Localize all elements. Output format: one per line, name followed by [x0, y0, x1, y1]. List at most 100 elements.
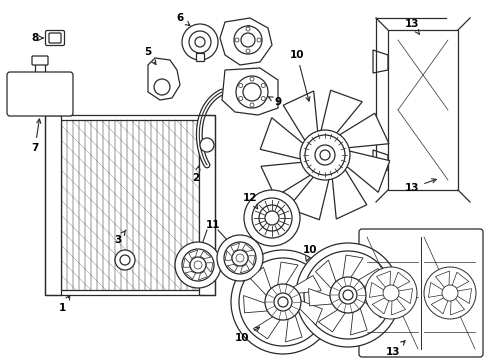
FancyBboxPatch shape [46, 31, 65, 45]
Polygon shape [231, 243, 240, 252]
Polygon shape [373, 150, 388, 173]
Circle shape [365, 267, 417, 319]
Polygon shape [249, 256, 255, 265]
Text: 2: 2 [193, 166, 200, 183]
Text: 7: 7 [31, 119, 41, 153]
Circle shape [236, 76, 268, 108]
Polygon shape [342, 255, 363, 282]
Text: 6: 6 [176, 13, 190, 26]
Polygon shape [277, 262, 298, 289]
Bar [45, 115, 61, 295]
Polygon shape [148, 58, 180, 100]
Circle shape [300, 130, 350, 180]
Polygon shape [455, 289, 471, 303]
Circle shape [265, 211, 279, 225]
FancyBboxPatch shape [359, 229, 483, 357]
Circle shape [252, 198, 292, 238]
Circle shape [154, 79, 170, 95]
Circle shape [217, 235, 263, 281]
Text: 10: 10 [290, 50, 310, 101]
Circle shape [120, 255, 130, 265]
Circle shape [235, 38, 239, 42]
Polygon shape [362, 292, 388, 318]
Polygon shape [335, 113, 389, 148]
Polygon shape [372, 296, 390, 314]
Text: 12: 12 [243, 193, 258, 209]
Circle shape [244, 190, 300, 246]
Circle shape [304, 251, 392, 339]
Text: 5: 5 [145, 47, 156, 64]
Text: 8: 8 [31, 33, 39, 43]
Bar [388, 30, 458, 190]
Circle shape [239, 84, 243, 87]
Text: 10: 10 [235, 327, 260, 343]
Polygon shape [451, 272, 469, 289]
Polygon shape [296, 299, 322, 325]
Bar [35, 63, 45, 75]
Polygon shape [354, 269, 387, 287]
Polygon shape [288, 173, 330, 220]
Bar [196, 53, 204, 61]
Bar [199, 115, 215, 295]
Circle shape [257, 38, 261, 42]
Polygon shape [222, 68, 278, 115]
Circle shape [195, 37, 205, 47]
Polygon shape [332, 165, 367, 219]
Polygon shape [309, 289, 337, 306]
Circle shape [189, 31, 211, 53]
Circle shape [261, 84, 265, 87]
Circle shape [232, 250, 248, 266]
Polygon shape [260, 118, 307, 160]
Circle shape [182, 249, 214, 281]
Circle shape [339, 286, 357, 304]
Circle shape [200, 138, 214, 152]
Polygon shape [225, 251, 231, 260]
Text: 13: 13 [386, 341, 405, 357]
Polygon shape [261, 162, 315, 197]
Circle shape [320, 150, 330, 160]
Text: 9: 9 [269, 97, 282, 107]
Polygon shape [320, 90, 362, 137]
Circle shape [305, 135, 345, 175]
Text: 11: 11 [206, 220, 220, 230]
Circle shape [383, 285, 399, 301]
Circle shape [175, 242, 221, 288]
Polygon shape [392, 272, 410, 289]
FancyBboxPatch shape [7, 72, 73, 116]
Circle shape [278, 297, 288, 307]
Polygon shape [250, 267, 272, 299]
Polygon shape [350, 304, 367, 335]
Polygon shape [220, 18, 272, 65]
Circle shape [265, 284, 301, 320]
Polygon shape [207, 263, 213, 272]
Text: 4: 4 [244, 25, 256, 37]
Polygon shape [376, 271, 391, 289]
Circle shape [190, 257, 206, 273]
Polygon shape [286, 311, 302, 342]
Text: 13: 13 [405, 19, 419, 34]
Polygon shape [450, 296, 465, 315]
Polygon shape [243, 244, 253, 252]
Circle shape [234, 26, 262, 54]
Circle shape [241, 33, 255, 47]
Polygon shape [253, 314, 283, 339]
FancyBboxPatch shape [32, 56, 48, 65]
Circle shape [424, 267, 476, 319]
Text: 10: 10 [303, 245, 317, 261]
Text: 1: 1 [58, 296, 70, 313]
Polygon shape [244, 296, 272, 313]
Text: 13: 13 [405, 179, 436, 193]
Polygon shape [227, 265, 238, 272]
Circle shape [296, 243, 400, 347]
Circle shape [182, 24, 218, 60]
Bar [61, 120, 199, 290]
Circle shape [239, 96, 243, 100]
Bar [45, 115, 215, 295]
Polygon shape [431, 296, 449, 314]
Polygon shape [185, 271, 196, 279]
Polygon shape [392, 296, 406, 315]
Polygon shape [318, 307, 348, 332]
Polygon shape [428, 283, 445, 297]
Circle shape [236, 254, 244, 262]
Circle shape [194, 261, 202, 269]
